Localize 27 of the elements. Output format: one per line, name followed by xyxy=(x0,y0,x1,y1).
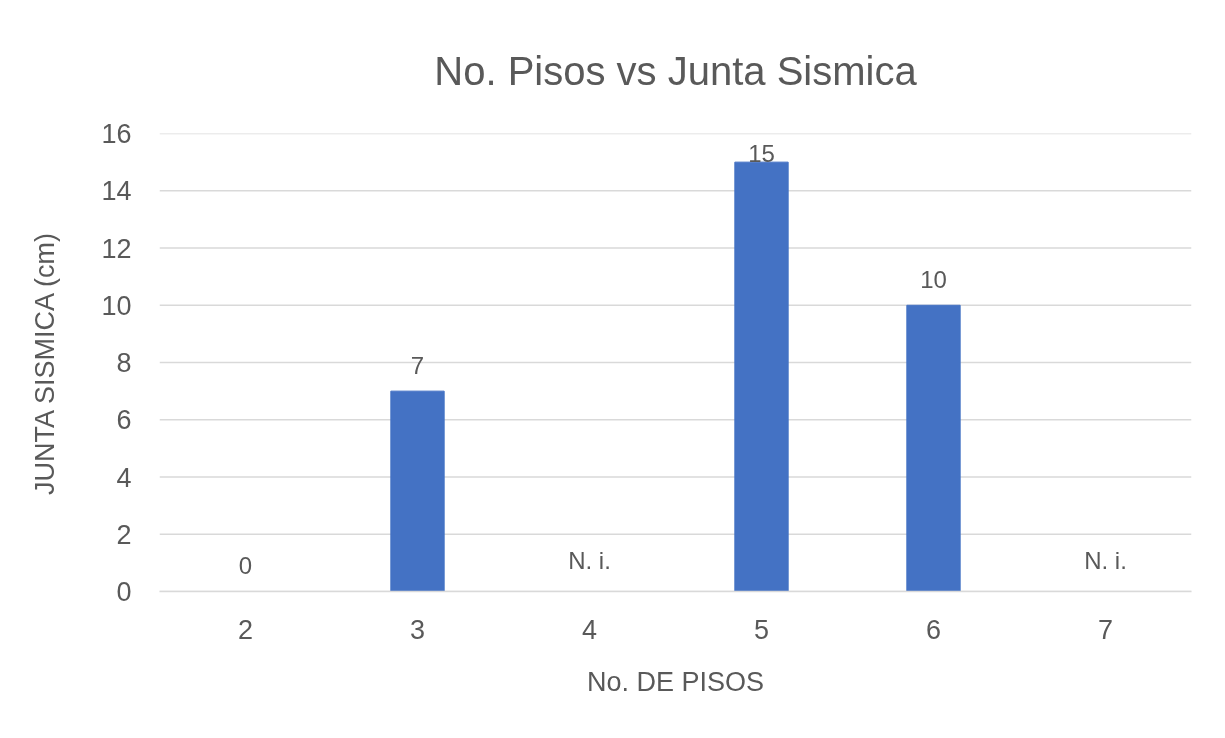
y-tick-label: 8 xyxy=(116,348,132,378)
y-tick-label: 16 xyxy=(101,119,132,149)
data-label: 0 xyxy=(238,551,253,579)
x-tick-label: 6 xyxy=(925,614,942,645)
text: N. i. xyxy=(568,546,611,574)
bar xyxy=(734,161,789,592)
x-tick-label: 4 xyxy=(581,614,598,645)
chart-title: No. Pisos vs Junta Sismica xyxy=(434,48,918,93)
y-tick-label: 10 xyxy=(101,290,132,321)
y-tick-label: 2 xyxy=(116,519,132,550)
data-label: 10 xyxy=(920,265,947,293)
y-tick-label: 0 xyxy=(116,577,132,607)
x-tick-label: 2 xyxy=(237,614,254,645)
bar xyxy=(906,304,961,592)
bar xyxy=(390,390,445,592)
text: N. i. xyxy=(1084,546,1127,574)
data-label: 7 xyxy=(410,351,425,379)
data-label: 15 xyxy=(748,139,775,167)
y-tick-label: 4 xyxy=(116,462,132,493)
y-tick-label: 12 xyxy=(101,233,132,264)
x-tick-label: 3 xyxy=(409,614,426,645)
y-tick-label: 14 xyxy=(101,176,132,207)
y-axis-title: JUNTA SISMICA (cm) xyxy=(30,232,61,495)
x-tick-label: 5 xyxy=(753,614,770,645)
y-tick-label: 6 xyxy=(116,405,132,436)
x-axis-title: No. DE PISOS xyxy=(586,666,765,697)
x-tick-label: 7 xyxy=(1097,614,1114,645)
